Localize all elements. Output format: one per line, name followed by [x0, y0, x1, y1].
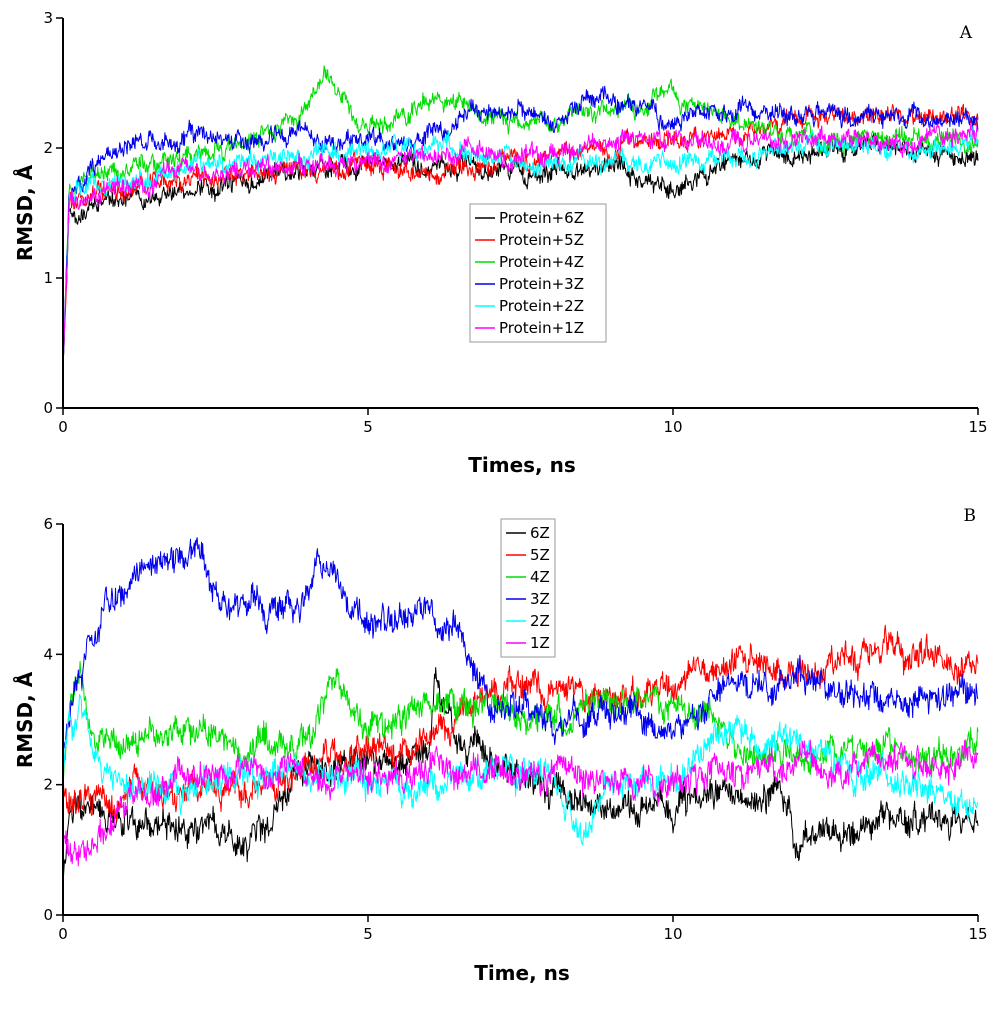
panel-b: 0 5 10 15 0 2 4 6 B Time, ns RMSD, Å 6Z 5Z 4Z 3Z 2Z…: [13, 506, 988, 985]
x-tick-label: 10: [663, 925, 682, 943]
y-tick-label: 4: [43, 645, 53, 663]
series-line-protein-1z: [62, 123, 979, 370]
x-tick-label: 10: [663, 418, 682, 436]
panel-a-ticks: 0 5 10 15 0 1 2 3: [43, 9, 987, 436]
panel-a-label: A: [959, 23, 973, 43]
series-line-2z: [62, 694, 979, 846]
series-line-1z: [62, 739, 979, 867]
panel-a-y-axis-title: RMSD, Å: [13, 164, 37, 261]
y-tick-label: 0: [43, 906, 53, 924]
x-tick-label: 15: [968, 925, 987, 943]
series-line-protein-2z: [62, 125, 979, 370]
x-tick-label: 5: [363, 418, 373, 436]
legend-label: 6Z: [530, 524, 550, 542]
legend-label: 3Z: [530, 590, 550, 608]
y-tick-label: 0: [43, 399, 53, 417]
legend-label: 1Z: [530, 634, 550, 652]
panel-b-series-layer: [62, 537, 979, 883]
series-line-protein-3z: [62, 85, 979, 370]
legend-label: Protein+2Z: [499, 297, 584, 315]
y-tick-label: 2: [43, 139, 53, 157]
legend-label: Protein+6Z: [499, 209, 584, 227]
legend-label: Protein+3Z: [499, 275, 584, 293]
panel-a-legend: Protein+6Z Protein+5Z Protein+4Z Protein+3Z…: [469, 203, 607, 343]
x-tick-label: 15: [968, 418, 987, 436]
series-line-4z: [62, 660, 979, 785]
panel-b-label: B: [964, 506, 977, 526]
y-tick-label: 6: [43, 515, 53, 533]
panel-a: 0 5 10 15 0 1 2 3 A Times, ns RMSD, Å Protein+6…: [13, 9, 988, 477]
series-line-3z: [62, 537, 979, 753]
y-tick-label: 1: [43, 269, 53, 287]
legend-label: Protein+1Z: [499, 319, 584, 337]
x-tick-label: 0: [58, 418, 68, 436]
x-tick-label: 0: [58, 925, 68, 943]
x-tick-label: 5: [363, 925, 373, 943]
legend-label: 4Z: [530, 568, 550, 586]
legend-label: 5Z: [530, 546, 550, 564]
series-line-5z: [62, 624, 979, 823]
y-tick-label: 2: [43, 776, 53, 794]
legend-label: Protein+5Z: [499, 231, 584, 249]
legend-label: Protein+4Z: [499, 253, 584, 271]
panel-a-x-axis-title: Times, ns: [468, 453, 576, 477]
panel-b-ticks: 0 5 10 15 0 2 4 6: [43, 515, 987, 943]
panel-a-series-layer: [62, 65, 979, 370]
y-tick-label: 3: [43, 9, 53, 27]
panel-b-y-axis-title: RMSD, Å: [13, 671, 37, 768]
panel-b-x-axis-title: Time, ns: [474, 961, 570, 985]
panel-b-legend: 6Z 5Z 4Z 3Z 2Z 1Z: [500, 518, 556, 658]
legend-box: [469, 203, 607, 343]
legend-label: 2Z: [530, 612, 550, 630]
legend-box: [500, 518, 556, 658]
